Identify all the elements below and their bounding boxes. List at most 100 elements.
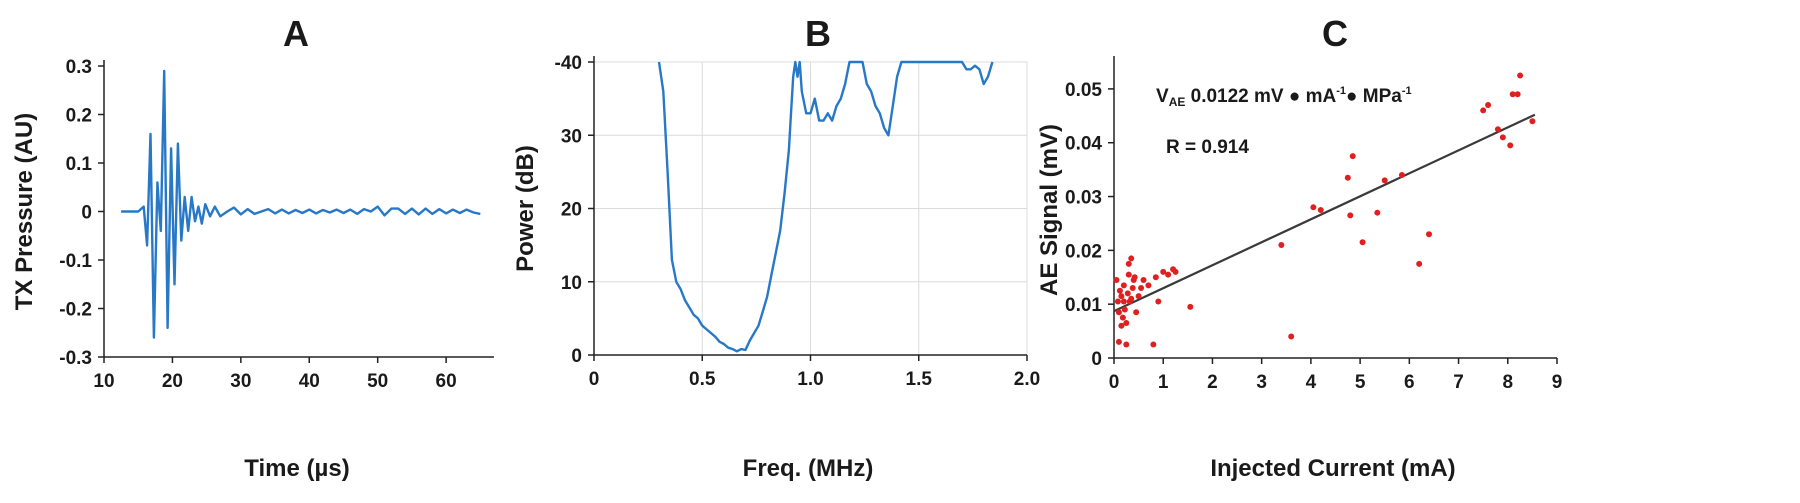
y-tick-label: 0: [571, 346, 582, 367]
annotation-part: 0.0122 mV ● mA: [1185, 86, 1336, 107]
data-point: [1160, 268, 1167, 275]
data-point: [1426, 231, 1433, 238]
x-axis-title: Injected Current (mA): [1210, 455, 1455, 482]
x-tick-label: 30: [230, 371, 251, 392]
x-tick-label: 5: [1355, 372, 1366, 393]
y-tick-label: 0.02: [1065, 241, 1102, 262]
r-annotation: R = 0.914: [1166, 137, 1249, 158]
data-point: [1398, 172, 1405, 179]
x-tick-label: 50: [367, 371, 388, 392]
x-tick-label: 0: [589, 369, 600, 390]
data-point: [1128, 295, 1135, 302]
data-point: [1517, 72, 1524, 79]
series-line: [657, 60, 994, 353]
data-point: [1125, 271, 1132, 278]
data-point: [1118, 322, 1125, 329]
data-point: [1138, 285, 1145, 292]
data-point: [1119, 314, 1126, 321]
x-tick-label: 20: [162, 371, 183, 392]
data-point: [1310, 204, 1317, 211]
data-point: [1116, 287, 1123, 294]
data-point: [1115, 338, 1122, 345]
y-tick-label: 0.04: [1065, 134, 1102, 155]
data-point: [1152, 274, 1159, 281]
panel-letter: B: [805, 13, 831, 54]
panel-letter: C: [1322, 13, 1348, 54]
y-axis-title: Power (dB): [512, 145, 539, 272]
y-tick-label: -0.1: [59, 251, 92, 272]
data-point: [1416, 260, 1423, 267]
y-tick-label: 0.01: [1065, 295, 1102, 316]
data-point: [1145, 282, 1152, 289]
x-axis-title: Freq. (MHz): [743, 455, 874, 482]
x-tick-label: 0: [1109, 372, 1120, 393]
data-point: [1485, 102, 1492, 109]
x-tick-label: 40: [299, 371, 320, 392]
data-point: [1278, 241, 1285, 248]
x-tick-label: 1.5: [906, 369, 933, 390]
fit-line: [1113, 113, 1536, 313]
y-tick-label: -40: [555, 53, 582, 74]
data-point: [1507, 142, 1514, 149]
y-tick-label: 0: [1091, 349, 1102, 370]
x-tick-label: 4: [1306, 372, 1317, 393]
data-point: [1124, 290, 1131, 297]
x-tick-label: 6: [1404, 372, 1415, 393]
data-point: [1165, 271, 1172, 278]
x-tick-label: 60: [436, 371, 457, 392]
x-axis-title: Time (µs): [244, 455, 349, 482]
data-point: [1514, 91, 1521, 98]
data-point: [1113, 276, 1120, 283]
data-point: [1120, 298, 1127, 305]
data-point: [1121, 306, 1128, 313]
x-tick-label: 7: [1453, 372, 1464, 393]
y-tick-label: 0.05: [1065, 80, 1102, 101]
y-tick-label: 0.03: [1065, 188, 1102, 209]
x-tick-label: 3: [1256, 372, 1267, 393]
x-tick-label: 8: [1502, 372, 1513, 393]
y-axis-title: TX Pressure (AU): [11, 113, 38, 310]
data-point: [1359, 239, 1366, 246]
data-point: [1133, 309, 1140, 316]
data-point: [1128, 255, 1135, 262]
chart-panel-a: [98, 60, 494, 363]
annotation-part: V: [1156, 86, 1169, 107]
data-point: [1114, 298, 1121, 305]
data-point: [1129, 285, 1136, 292]
annotation-part: -1: [1402, 85, 1412, 97]
y-tick-label: 10: [561, 273, 582, 294]
y-tick-label: 30: [561, 126, 582, 147]
data-point: [1155, 298, 1162, 305]
y-tick-label: 0.1: [66, 154, 93, 175]
data-point: [1187, 303, 1194, 310]
x-tick-label: 9: [1552, 372, 1563, 393]
annotation-part: ● MPa: [1346, 86, 1402, 107]
data-point: [1131, 274, 1138, 281]
data-point: [1480, 107, 1487, 114]
data-point: [1381, 177, 1388, 184]
x-tick-label: 10: [93, 371, 114, 392]
data-point: [1347, 212, 1354, 219]
y-tick-label: -0.2: [59, 300, 92, 321]
data-point: [1135, 293, 1142, 300]
data-point: [1123, 341, 1130, 348]
data-point: [1140, 276, 1147, 283]
x-tick-label: 1: [1158, 372, 1169, 393]
x-tick-label: 2.0: [1014, 369, 1040, 390]
data-point: [1344, 174, 1351, 181]
data-point: [1120, 282, 1127, 289]
data-point: [1509, 91, 1516, 98]
x-tick-label: 2: [1207, 372, 1218, 393]
y-tick-label: -0.3: [59, 348, 92, 369]
data-point: [1494, 126, 1501, 133]
data-point: [1172, 268, 1179, 275]
data-point: [1115, 309, 1122, 316]
annotation-part: AE: [1169, 95, 1186, 109]
data-point: [1123, 320, 1130, 327]
panel-letter: A: [283, 13, 309, 54]
y-tick-label: 0.3: [66, 57, 92, 78]
data-point: [1529, 118, 1536, 125]
x-tick-label: 1.0: [797, 369, 823, 390]
y-tick-label: 20: [561, 200, 582, 221]
